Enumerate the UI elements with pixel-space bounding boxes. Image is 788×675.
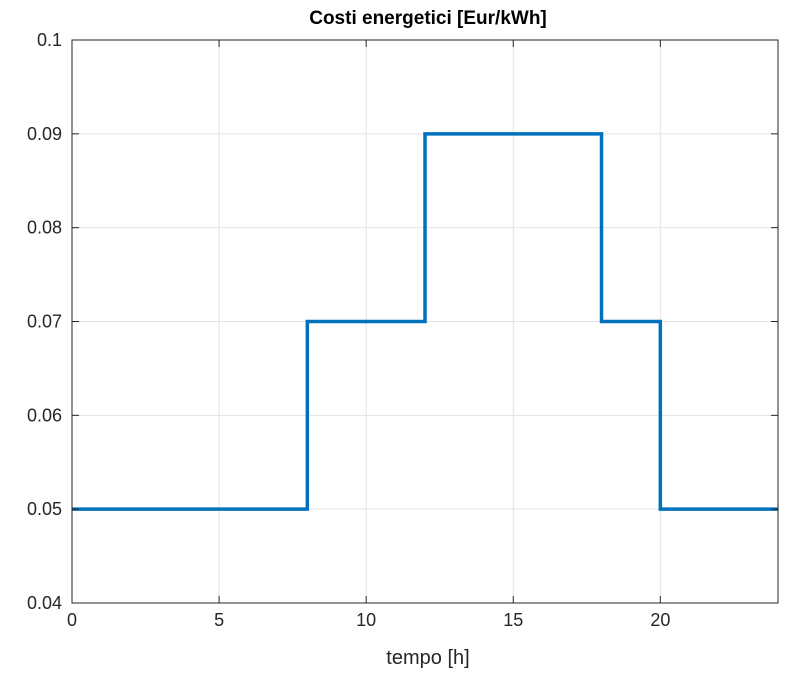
y-tick-label: 0.04	[27, 593, 62, 613]
tick-labels: 0 5 10 15 20 0.04 0.05 0.06 0.07 0.08 0.09 0.1	[27, 30, 670, 630]
x-axis-label: tempo [h]	[386, 647, 469, 669]
x-tick-label: 0	[67, 610, 77, 630]
y-tick-label: 0.1	[37, 30, 62, 50]
x-tick-label: 5	[214, 610, 224, 630]
y-tick-label: 0.09	[27, 124, 62, 144]
axes-layer	[71, 39, 779, 604]
series-line	[72, 132, 778, 511]
y-tick-label: 0.07	[27, 312, 62, 332]
data-layer	[72, 132, 778, 511]
chart-title: Costi energetici [Eur/kWh]	[309, 8, 547, 29]
y-tick-label: 0.06	[27, 405, 62, 425]
x-tick-label: 15	[503, 610, 523, 630]
y-tick-label: 0.08	[27, 218, 62, 238]
x-tick-label: 20	[650, 610, 670, 630]
x-tick-label: 10	[356, 610, 376, 630]
y-tick-label: 0.05	[27, 499, 62, 519]
